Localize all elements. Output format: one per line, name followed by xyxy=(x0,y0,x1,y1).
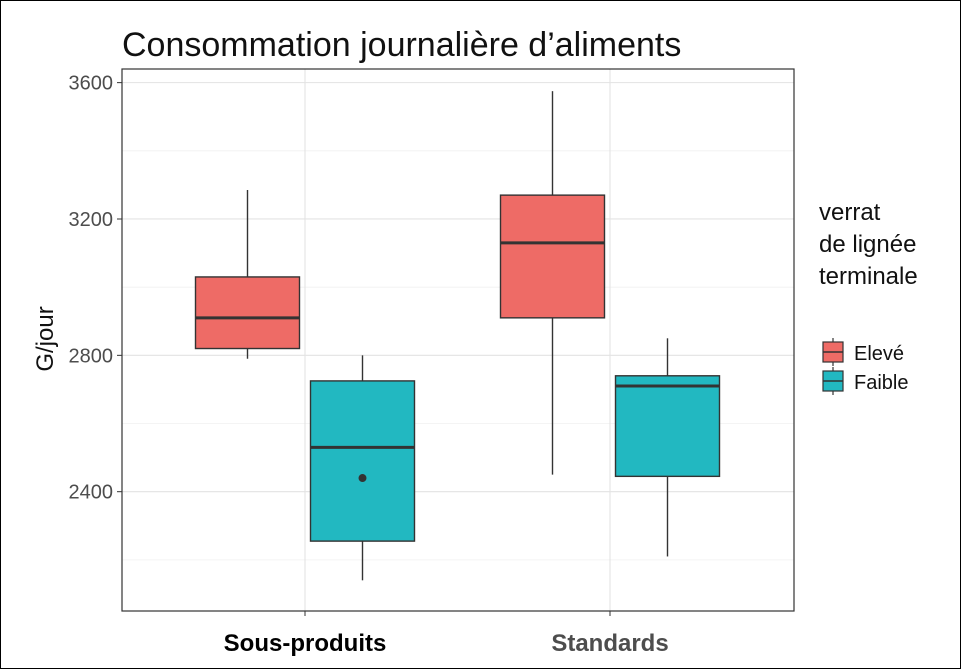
box-Elevé-Standards xyxy=(499,91,606,475)
plot-panel-border xyxy=(121,68,795,612)
legend: verrat de lignée terminale Elevé Faible xyxy=(819,199,918,395)
chart-title: Consommation journalière d’aliments xyxy=(122,26,681,64)
legend-label: Elevé xyxy=(854,343,904,365)
outlier-point xyxy=(358,474,367,483)
legend-key-Faible xyxy=(822,367,844,395)
legend-key-Elevé xyxy=(822,338,844,366)
y-tick-label: 2800 xyxy=(69,345,114,367)
y-tick-label: 2400 xyxy=(69,482,114,504)
box-Faible-Standards xyxy=(614,338,721,557)
y-tick-label: 3200 xyxy=(69,209,114,231)
grid-lines xyxy=(122,69,794,611)
x-tick-label: Sous-produits xyxy=(224,630,387,657)
boxes-layer xyxy=(194,91,721,581)
x-axis: Sous-produits Standards xyxy=(224,611,669,657)
legend-title-line: terminale xyxy=(819,263,918,290)
box-Faible-Sous-produits xyxy=(309,355,416,581)
box-body xyxy=(194,276,301,350)
box-body xyxy=(309,380,416,542)
y-axis: 2400 2800 3200 3600 xyxy=(69,73,122,504)
y-tick-label: 3600 xyxy=(69,73,114,95)
box-Elevé-Sous-produits xyxy=(194,190,301,359)
box-body xyxy=(614,375,721,478)
legend-label: Faible xyxy=(854,372,908,394)
legend-title-line: verrat xyxy=(819,199,881,226)
y-axis-label: G/jour xyxy=(32,306,59,371)
legend-title-line: de lignée xyxy=(819,231,916,258)
box-body xyxy=(499,194,606,319)
x-tick-label: Standards xyxy=(551,630,668,657)
